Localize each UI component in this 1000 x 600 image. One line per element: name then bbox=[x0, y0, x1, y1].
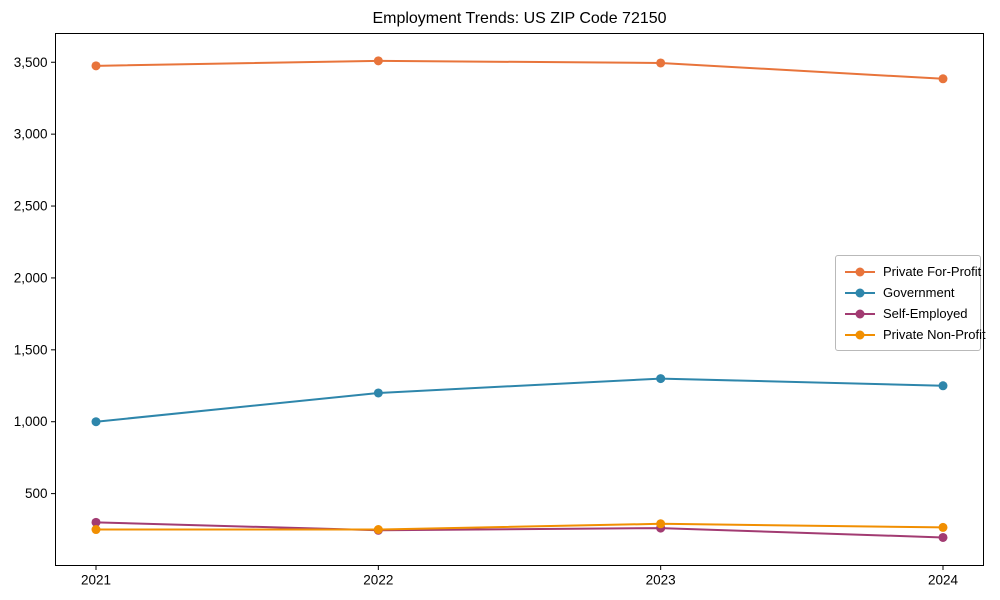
data-point-government bbox=[91, 417, 101, 427]
legend-line-marker-icon bbox=[845, 267, 875, 276]
data-point-private-for-profit bbox=[373, 56, 383, 66]
y-axis-tick-label: 3,000 bbox=[14, 127, 48, 142]
y-axis-tick-label: 1,500 bbox=[14, 342, 48, 357]
data-point-government bbox=[938, 381, 948, 391]
chart-legend: Private For-Profit Government Self-Employe… bbox=[835, 255, 986, 351]
data-point-self-employed bbox=[938, 532, 948, 542]
legend-line-marker-icon bbox=[845, 309, 875, 318]
axes-frame bbox=[55, 33, 984, 566]
data-point-self-employed bbox=[91, 517, 101, 527]
series-line-private-for-profit bbox=[95, 59, 944, 80]
series-line-private-non-profit bbox=[95, 522, 944, 531]
y-axis-tick-label: 2,000 bbox=[14, 270, 48, 285]
legend-item-self-employed: Self-Employed bbox=[845, 303, 972, 324]
y-axis-tick-label: 2,500 bbox=[14, 199, 48, 214]
legend-line-marker-icon bbox=[845, 330, 875, 339]
y-axis-tick-label: 500 bbox=[25, 486, 48, 501]
chart-title: Employment Trends: US ZIP Code 72150 bbox=[372, 10, 667, 27]
legend-label: Private Non-Profit bbox=[883, 327, 986, 342]
legend-label: Government bbox=[883, 285, 955, 300]
x-axis-tick-label: 2024 bbox=[928, 573, 959, 588]
data-point-private-non-profit bbox=[938, 522, 948, 532]
series-line-self-employed bbox=[95, 521, 944, 539]
x-axis-tick-label: 2023 bbox=[646, 573, 676, 588]
data-point-private-for-profit bbox=[91, 61, 101, 71]
series-line-government bbox=[95, 377, 944, 423]
data-point-private-for-profit bbox=[656, 58, 666, 68]
legend-label: Self-Employed bbox=[883, 306, 968, 321]
y-axis-tick-label: 3,500 bbox=[14, 55, 48, 70]
legend-line-marker-icon bbox=[845, 288, 875, 297]
data-point-private-for-profit bbox=[938, 74, 948, 84]
data-point-government bbox=[373, 388, 383, 398]
legend-label: Private For-Profit bbox=[883, 264, 982, 279]
data-point-private-non-profit bbox=[91, 525, 101, 535]
x-axis-tick-label: 2021 bbox=[81, 573, 111, 588]
legend-item-private-non-profit: Private Non-Profit bbox=[845, 324, 986, 345]
data-point-private-non-profit bbox=[656, 519, 666, 529]
legend-item-government: Government bbox=[845, 282, 972, 303]
legend-item-private-for-profit: Private For-Profit bbox=[845, 261, 981, 282]
x-axis-tick-label: 2022 bbox=[363, 573, 393, 588]
y-axis-tick-label: 1,000 bbox=[14, 414, 48, 429]
data-point-private-non-profit bbox=[373, 525, 383, 535]
data-point-government bbox=[656, 374, 666, 384]
